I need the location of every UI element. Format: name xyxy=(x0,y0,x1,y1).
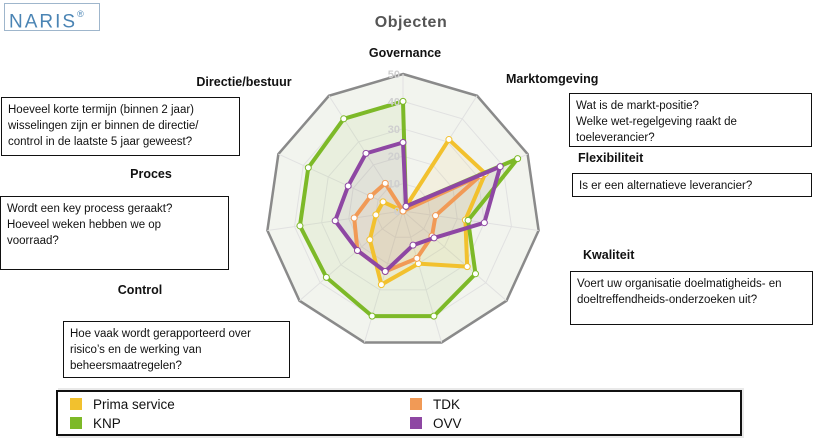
series-3-point-8 xyxy=(331,217,339,225)
tick-label-50: 50 xyxy=(388,69,400,81)
axis-label-7: Control xyxy=(118,283,162,297)
series-0-point-4 xyxy=(463,263,471,271)
legend: Prima service TDK KNP OVV xyxy=(56,390,742,436)
series-3-point-7 xyxy=(353,246,361,254)
series-1-point-3 xyxy=(432,212,440,220)
tick-label-20: 20 xyxy=(388,151,400,163)
series-1-point-8 xyxy=(350,214,358,222)
series-2-point-10 xyxy=(340,115,348,123)
series-0-point-8 xyxy=(372,211,380,219)
callout-marktomgeving: Wat is de markt-positie? Welke wet-regel… xyxy=(569,93,812,147)
axis-label-0: Governance xyxy=(369,46,441,60)
legend-item-ovv: OVV xyxy=(410,416,462,431)
series-area-0 xyxy=(369,139,486,285)
callout-directie: Hoeveel korte termijn (binnen 2 jaar) wi… xyxy=(1,97,240,156)
series-2-point-9 xyxy=(304,164,312,172)
series-0-point-6 xyxy=(377,281,385,289)
naris-logo: NARIS® xyxy=(4,3,100,32)
series-2-point-7 xyxy=(322,273,330,281)
axis-label-2: Flexibiliteit xyxy=(578,151,644,165)
tick-label-10: 10 xyxy=(388,179,400,191)
series-2-point-3 xyxy=(464,216,472,224)
axis-spoke-6 xyxy=(363,210,404,343)
series-2-point-4 xyxy=(471,270,479,278)
series-2-point-8 xyxy=(296,222,304,230)
series-3-point-3 xyxy=(480,219,488,227)
series-1-point-10 xyxy=(381,179,389,187)
chart-title: Objecten xyxy=(374,14,448,31)
series-0-point-9 xyxy=(379,198,387,206)
series-0-point-7 xyxy=(366,236,374,244)
callout-kwaliteit: Voert uw organisatie doelmatigheids- en … xyxy=(570,271,813,325)
legend-swatch-ovv xyxy=(410,417,422,429)
series-3-point-1 xyxy=(402,202,410,210)
grid-ring-30 xyxy=(321,128,485,291)
legend-item-tdk: TDK xyxy=(410,397,460,412)
legend-swatch-prima-service xyxy=(70,398,82,410)
callout-proces: Wordt een key process geraakt? Hoeveel w… xyxy=(0,196,229,270)
axis-spoke-7 xyxy=(299,210,404,302)
tick-label-0: 0 xyxy=(394,206,400,218)
axis-spoke-5 xyxy=(402,210,443,343)
series-3-point-5 xyxy=(409,241,417,249)
legend-swatch-tdk xyxy=(410,398,422,410)
legend-item-knp: KNP xyxy=(70,416,121,431)
tick-label-40: 40 xyxy=(388,96,400,108)
series-3-point-10 xyxy=(362,149,370,157)
axis-spoke-4 xyxy=(402,210,507,302)
series-1-point-9 xyxy=(367,192,375,200)
axis-label-1: Marktomgeving xyxy=(506,72,598,86)
tick-label-30: 30 xyxy=(388,124,400,136)
series-3-point-0 xyxy=(399,139,407,146)
series-3-point-6 xyxy=(381,267,389,275)
legend-swatch-knp xyxy=(70,417,82,429)
callout-control: Hoe vaak wordt gerapporteerd over risico… xyxy=(63,321,290,378)
series-3-point-2 xyxy=(496,163,504,171)
series-area-3 xyxy=(335,142,501,272)
series-2-point-5 xyxy=(430,312,438,320)
legend-item-prima-service: Prima service xyxy=(70,397,175,412)
axis-label-8: Proces xyxy=(130,167,172,181)
series-3-point-4 xyxy=(430,234,438,242)
series-2-point-0 xyxy=(399,97,407,105)
series-line-3 xyxy=(333,140,503,274)
series-0-point-1 xyxy=(445,136,453,144)
series-2-point-6 xyxy=(368,312,376,320)
series-1-point-5 xyxy=(413,254,421,262)
callout-flexibiliteit: Is er een alternatieve leverancier? xyxy=(572,173,812,197)
axis-label-3: Kwaliteit xyxy=(583,248,635,262)
axis-label-10: Directie/bestuur xyxy=(196,75,291,89)
series-2-point-2 xyxy=(514,155,522,163)
series-3-point-9 xyxy=(344,182,352,190)
